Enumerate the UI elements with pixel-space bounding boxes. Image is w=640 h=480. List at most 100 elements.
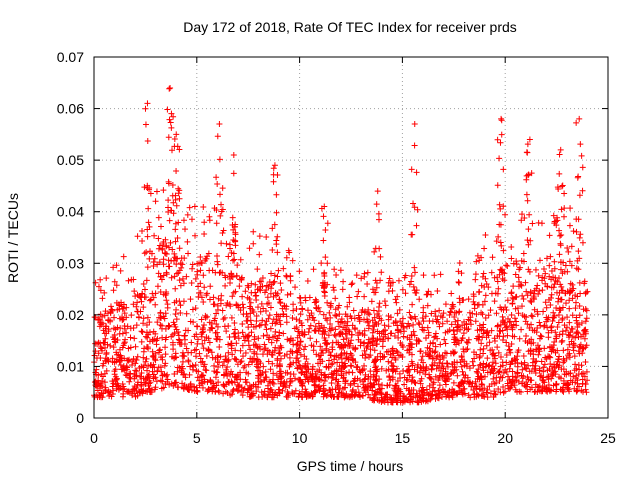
data-point — [569, 379, 576, 386]
data-point — [200, 363, 207, 370]
data-point — [194, 271, 201, 278]
data-point — [448, 290, 455, 297]
data-point — [174, 384, 181, 391]
data-point — [333, 272, 340, 279]
data-point — [434, 316, 441, 323]
data-point — [568, 243, 575, 250]
data-point — [480, 360, 487, 367]
data-point — [343, 370, 350, 377]
data-point — [478, 387, 485, 394]
data-point — [527, 297, 534, 304]
data-point — [192, 353, 199, 360]
data-point — [113, 375, 120, 382]
data-point — [379, 338, 386, 345]
data-point — [155, 214, 162, 221]
data-point — [409, 360, 416, 367]
data-point — [321, 292, 328, 299]
data-point — [180, 371, 187, 378]
data-point — [519, 292, 526, 299]
x-axis-title: GPS time / hours — [297, 458, 404, 474]
data-point — [496, 368, 503, 375]
data-point — [228, 340, 235, 347]
data-point — [529, 362, 536, 369]
data-point — [511, 333, 518, 340]
data-point — [512, 271, 519, 278]
data-point — [501, 277, 508, 284]
data-point — [269, 360, 276, 367]
data-point — [344, 303, 351, 310]
data-point — [371, 347, 378, 354]
data-point — [428, 376, 435, 383]
data-point — [210, 294, 217, 301]
data-point — [414, 361, 421, 368]
data-point — [179, 275, 186, 282]
data-point — [307, 322, 314, 329]
data-point — [264, 382, 271, 389]
data-point — [507, 318, 514, 325]
data-point — [472, 318, 479, 325]
data-point — [239, 342, 246, 349]
data-point — [512, 386, 519, 393]
data-point — [333, 372, 340, 379]
data-point — [545, 376, 552, 383]
y-tick-label: 0.06 — [57, 101, 84, 117]
data-point — [446, 312, 453, 319]
data-point — [167, 207, 174, 214]
data-point — [233, 374, 240, 381]
data-point — [311, 299, 318, 306]
data-point — [377, 253, 384, 260]
data-point — [577, 141, 584, 148]
data-point — [200, 321, 207, 328]
data-point — [488, 269, 495, 276]
data-point — [256, 278, 263, 285]
data-point — [408, 378, 415, 385]
data-point — [422, 313, 429, 320]
data-point — [273, 191, 280, 198]
data-point — [166, 85, 173, 92]
data-point — [556, 227, 563, 234]
data-point — [490, 359, 497, 366]
data-point — [190, 319, 197, 326]
data-point — [388, 399, 395, 406]
data-point — [484, 329, 491, 336]
data-point — [465, 378, 472, 385]
data-point — [491, 274, 498, 281]
data-point — [170, 346, 177, 353]
data-point — [342, 377, 349, 384]
data-point — [123, 314, 130, 321]
data-point — [552, 329, 559, 336]
data-point — [324, 220, 331, 227]
data-point — [381, 322, 388, 329]
data-point — [487, 390, 494, 397]
data-point — [435, 319, 442, 326]
data-point — [526, 325, 533, 332]
data-point — [451, 313, 458, 320]
data-point — [132, 393, 139, 400]
data-point — [362, 354, 369, 361]
data-point — [443, 393, 450, 400]
data-point — [123, 329, 130, 336]
data-point — [240, 364, 247, 371]
data-point — [524, 374, 531, 381]
data-point — [186, 371, 193, 378]
data-point — [130, 324, 137, 331]
data-point — [474, 369, 481, 376]
data-point — [414, 397, 421, 404]
data-point — [429, 388, 436, 395]
data-point — [132, 343, 139, 350]
data-point — [418, 387, 425, 394]
data-point — [171, 379, 178, 386]
data-point — [312, 296, 319, 303]
data-point — [425, 288, 432, 295]
data-point — [437, 341, 444, 348]
data-point — [302, 297, 309, 304]
data-point — [240, 311, 247, 318]
data-point — [129, 358, 136, 365]
data-point — [458, 337, 465, 344]
data-point — [477, 353, 484, 360]
data-point — [168, 257, 175, 264]
data-point — [169, 192, 176, 199]
data-point — [165, 257, 172, 264]
data-point — [146, 255, 153, 262]
